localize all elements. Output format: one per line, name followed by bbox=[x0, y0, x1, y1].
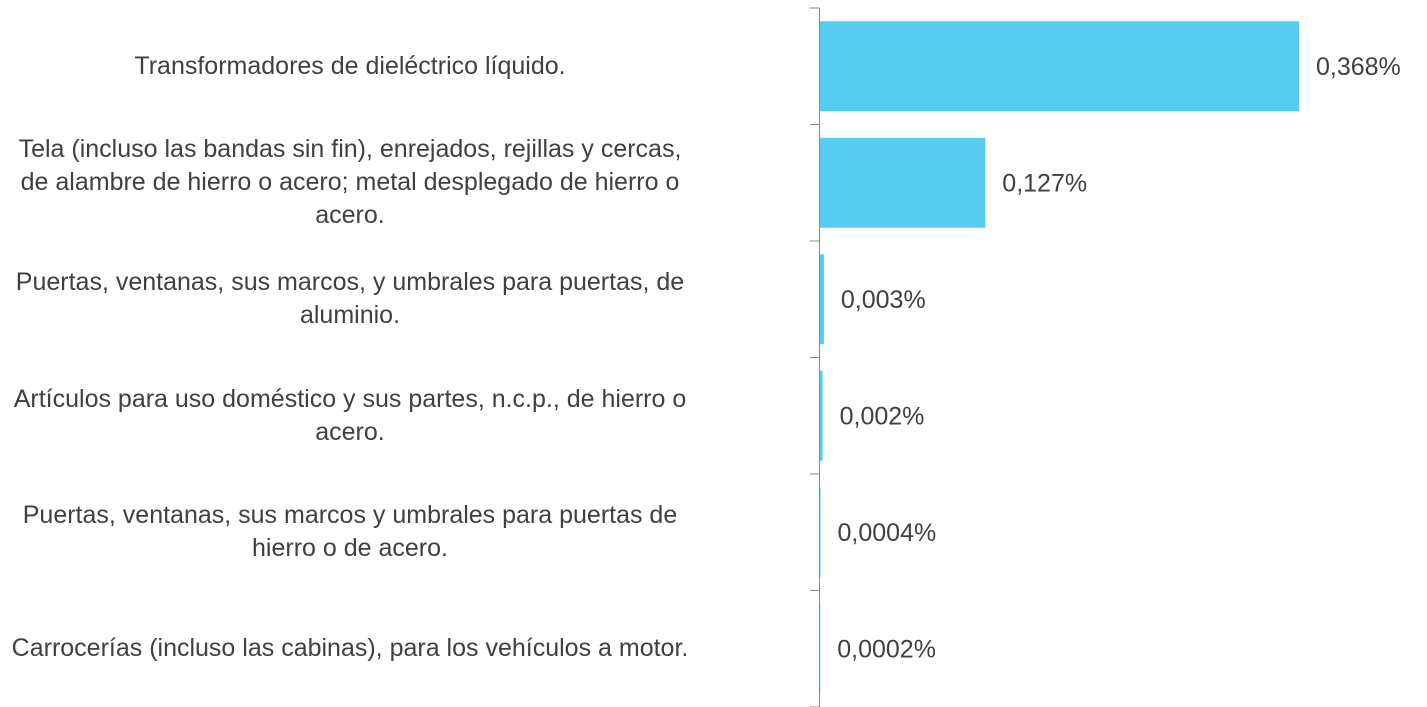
bar bbox=[820, 487, 821, 578]
data-label: 0,368% bbox=[1316, 53, 1401, 81]
data-label: 0,127% bbox=[1002, 169, 1087, 197]
category-label: Artículos para uso doméstico y sus parte… bbox=[13, 384, 687, 446]
bar bbox=[820, 21, 1299, 112]
data-label: 0,0004% bbox=[838, 519, 937, 547]
data-label: 0,003% bbox=[841, 286, 926, 314]
category-label: Puertas, ventanas, sus marcos y umbrales… bbox=[22, 501, 678, 563]
bar bbox=[820, 254, 824, 345]
data-label: 0,0002% bbox=[837, 635, 936, 663]
bar bbox=[820, 137, 986, 228]
category-label: Puertas, ventanas, sus marcos, y umbrale… bbox=[15, 268, 685, 330]
category-label: Tela (incluso las bandas sin fin), enrej… bbox=[18, 135, 682, 230]
bar bbox=[820, 370, 823, 461]
data-label: 0,002% bbox=[840, 402, 925, 430]
category-label: Transformadores de dieléctrico líquido. bbox=[134, 51, 566, 80]
category-label: Carrocerías (incluso las cabinas), para … bbox=[11, 634, 689, 663]
